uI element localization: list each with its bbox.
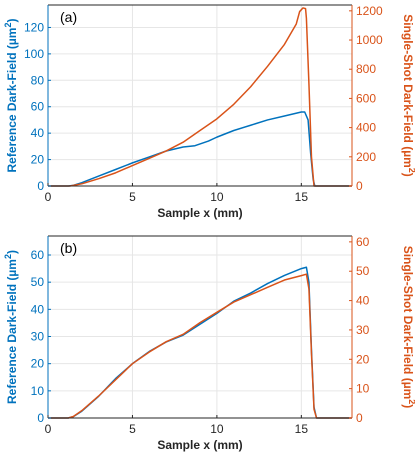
panel-label: (a) bbox=[60, 9, 77, 25]
single-shot-series-line bbox=[48, 273, 352, 419]
left-y-tick-label: 40 bbox=[31, 302, 45, 316]
left-y-tick-label: 10 bbox=[31, 384, 45, 398]
left-y-tick-label: 80 bbox=[31, 73, 45, 87]
chart-panel-a: 0 5 10 150204060801001200200400600800100012… bbox=[3, 4, 415, 220]
left-y-tick-label: 0 bbox=[37, 179, 44, 193]
right-y-axis-label-end: ) bbox=[401, 404, 415, 408]
panels: 0 5 10 150204060801001200200400600800100012… bbox=[3, 4, 415, 452]
left-y-axis-label-superscript: 2 bbox=[3, 23, 13, 28]
left-y-tick-label: 60 bbox=[31, 100, 45, 114]
right-y-axis-label-main: Single-Shot Dark-Field (µm bbox=[401, 14, 415, 168]
right-y-tick-label: 50 bbox=[356, 264, 370, 278]
left-y-axis-label-end: ) bbox=[5, 250, 19, 254]
single-shot-series-line bbox=[48, 7, 352, 187]
x-tick-label: 0 bbox=[45, 422, 52, 436]
x-tick-label: 15 bbox=[295, 190, 309, 204]
x-axis-label: Sample x (mm) bbox=[157, 206, 242, 220]
right-y-axis-label: Single-Shot Dark-Field (µm2) bbox=[401, 246, 415, 409]
left-y-axis-label-main: Reference Dark-Field (µm bbox=[5, 259, 19, 404]
right-y-axis-label-main: Single-Shot Dark-Field (µm bbox=[401, 246, 415, 400]
right-y-tick-label: 60 bbox=[356, 235, 370, 249]
right-y-tick-label: 20 bbox=[356, 352, 370, 366]
x-tick-label: 5 bbox=[129, 190, 136, 204]
left-y-tick-label: 120 bbox=[24, 20, 44, 34]
right-y-tick-label: 600 bbox=[356, 91, 376, 105]
right-y-tick-label: 800 bbox=[356, 62, 376, 76]
right-y-tick-label: 10 bbox=[356, 382, 370, 396]
left-y-axis-label-end: ) bbox=[5, 19, 19, 23]
right-y-tick-label: 30 bbox=[356, 323, 370, 337]
left-y-tick-label: 100 bbox=[24, 47, 44, 61]
right-y-tick-label: 40 bbox=[356, 294, 370, 308]
left-y-tick-label: 60 bbox=[31, 248, 45, 262]
left-y-axis-label: Reference Dark-Field (µm2) bbox=[3, 250, 19, 404]
left-y-axis-label: Reference Dark-Field (µm2) bbox=[3, 19, 19, 173]
left-y-tick-label: 0 bbox=[37, 411, 44, 425]
x-tick-label: 10 bbox=[210, 190, 224, 204]
right-y-tick-label: 200 bbox=[356, 150, 376, 164]
right-y-axis-label-superscript: 2 bbox=[407, 168, 415, 173]
left-y-tick-label: 20 bbox=[31, 153, 45, 167]
right-y-tick-label: 0 bbox=[356, 179, 363, 193]
reference-series-line bbox=[48, 111, 352, 187]
right-y-tick-label: 0 bbox=[356, 411, 363, 425]
x-tick-label: 0 bbox=[45, 190, 52, 204]
x-tick-label: 10 bbox=[210, 422, 224, 436]
right-y-axis-label-end: ) bbox=[401, 173, 415, 177]
x-tick-label: 5 bbox=[129, 422, 136, 436]
chart-panel-b: 0 5 10 15 0 10 20 30 40 50 60 0 10 20 30 40 50 60 Sample x… bbox=[3, 235, 415, 452]
right-y-tick-label: 400 bbox=[356, 121, 376, 135]
left-y-tick-label: 20 bbox=[31, 357, 45, 371]
left-y-axis-label-main: Reference Dark-Field (µm bbox=[5, 28, 19, 173]
left-y-tick-label: 40 bbox=[31, 126, 45, 140]
left-y-tick-label: 30 bbox=[31, 330, 45, 344]
right-y-tick-label: 1000 bbox=[356, 33, 383, 47]
x-axis-label: Sample x (mm) bbox=[157, 438, 242, 452]
right-y-tick-label: 1200 bbox=[356, 4, 383, 18]
left-y-tick-label: 50 bbox=[31, 275, 45, 289]
right-y-axis-label-superscript: 2 bbox=[407, 399, 415, 404]
left-y-axis-label-superscript: 2 bbox=[3, 254, 13, 259]
panel-label: (b) bbox=[60, 240, 77, 256]
right-y-axis-label: Single-Shot Dark-Field (µm2) bbox=[401, 14, 415, 177]
x-tick-label: 15 bbox=[295, 422, 309, 436]
